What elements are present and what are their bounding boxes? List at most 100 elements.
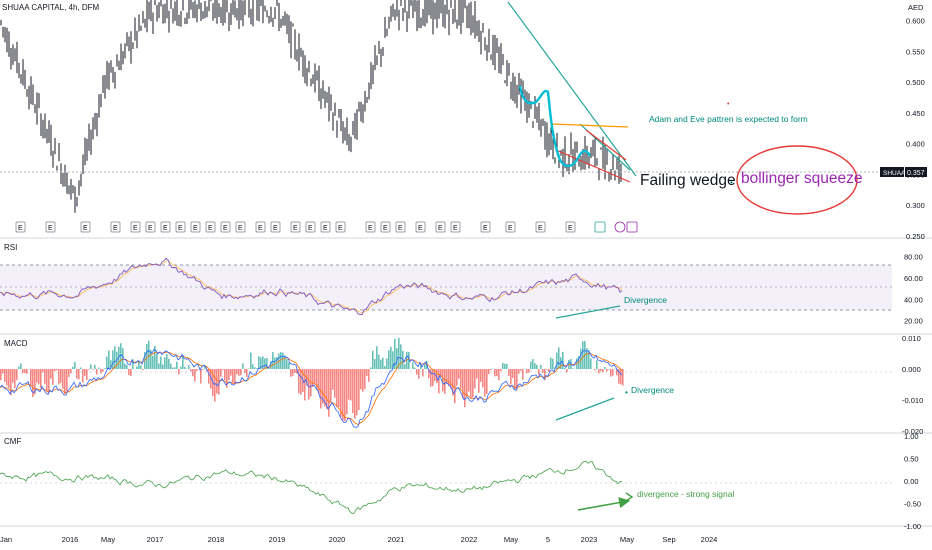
- macd-histogram-bar: [156, 353, 158, 369]
- earnings-marker[interactable]: [380, 221, 391, 233]
- symbol-title[interactable]: SHUAA CAPITAL, 4h, DFM: [2, 3, 100, 12]
- macd-histogram-bar: [500, 369, 502, 371]
- earnings-marker[interactable]: [305, 221, 316, 233]
- macd-histogram-bar: [612, 369, 614, 376]
- macd-histogram-bar: [390, 346, 392, 369]
- earnings-marker[interactable]: [480, 221, 491, 233]
- earnings-marker[interactable]: [505, 221, 516, 233]
- earnings-marker[interactable]: [535, 221, 546, 233]
- wedge-inner-support[interactable]: [585, 129, 627, 161]
- macd-pane[interactable]: • Divergence 0.010 0.000 -0.010 -0.020: [0, 334, 923, 436]
- rsi-divergence-line[interactable]: [555, 305, 621, 319]
- macd-histogram-bar: [590, 358, 592, 369]
- macd-histogram-bar: [448, 369, 450, 387]
- cmf-tick-label: 0.50: [904, 455, 919, 464]
- macd-histogram-bar: [404, 364, 406, 369]
- macd-axis[interactable]: 0.010 0.000 -0.010 -0.020: [902, 334, 923, 436]
- earnings-marker[interactable]: [395, 221, 406, 233]
- adam-eve-annotation[interactable]: Adam and Eve pattren is expected to form: [649, 114, 808, 124]
- macd-divergence-line[interactable]: [555, 397, 615, 421]
- last-price-tag: 0.357: [907, 170, 925, 177]
- earnings-marker[interactable]: [220, 221, 231, 233]
- earnings-marker[interactable]: [415, 221, 426, 233]
- earnings-marker[interactable]: [290, 221, 301, 233]
- earnings-marker[interactable]: [320, 221, 331, 233]
- earnings-marker[interactable]: [15, 221, 26, 233]
- rsi-pane[interactable]: Divergence 80.00 60.00 40.00 20.00: [0, 253, 923, 326]
- price-pane[interactable]: Adam and Eve pattren is expected to form…: [0, 0, 927, 241]
- earnings-marker[interactable]: [235, 221, 246, 233]
- adam-eve-curve[interactable]: [518, 85, 592, 168]
- cmf-pane[interactable]: divergence - strong signal 1.00 0.50 0.00 -…: [0, 432, 921, 531]
- price-tick-label: 0.250: [906, 232, 925, 241]
- earnings-marker[interactable]: [205, 221, 216, 233]
- earnings-marker[interactable]: [145, 221, 156, 233]
- earnings-marker[interactable]: [435, 221, 446, 233]
- macd-histogram-bar: [290, 369, 292, 377]
- earnings-marker[interactable]: [450, 221, 461, 233]
- earnings-marker[interactable]: [565, 221, 576, 233]
- macd-histogram-bar: [474, 369, 476, 389]
- earnings-marker[interactable]: [45, 221, 56, 233]
- dividend-marker[interactable]: [594, 221, 606, 233]
- earnings-marker[interactable]: [175, 221, 186, 233]
- macd-histogram-bar: [172, 367, 174, 369]
- rsi-pane-label[interactable]: RSI: [4, 243, 18, 252]
- macd-histogram-bar: [414, 367, 416, 369]
- macd-tick-label: -0.010: [902, 396, 923, 405]
- macd-histogram-bar: [346, 369, 348, 415]
- earnings-marker[interactable]: [190, 221, 201, 233]
- wedge-upper-trendline[interactable]: [507, 1, 637, 177]
- macd-histogram-bar: [610, 369, 612, 377]
- earnings-marker-label: E: [338, 225, 343, 232]
- earnings-marker[interactable]: [110, 221, 121, 233]
- macd-histogram-bar: [378, 354, 380, 369]
- time-axis[interactable]: Jan 2016 May 2017 2018 2019 2020 2021 2022 May 5 20…: [0, 535, 717, 544]
- macd-histogram-bar: [432, 369, 434, 387]
- macd-histogram-bar: [546, 369, 548, 370]
- macd-histogram-bar: [588, 350, 590, 369]
- macd-histogram-bar: [142, 369, 144, 371]
- macd-divergence-annotation[interactable]: Divergence: [631, 385, 674, 395]
- bollinger-annotation[interactable]: bollinger squeeze: [741, 170, 863, 187]
- macd-histogram-bar: [334, 369, 336, 398]
- earnings-marker[interactable]: [160, 221, 171, 233]
- rsi-axis[interactable]: 80.00 60.00 40.00 20.00: [904, 253, 923, 326]
- macd-histogram-bar: [24, 369, 26, 374]
- cmf-axis[interactable]: 1.00 0.50 0.00 -0.50 -1.00: [904, 432, 921, 531]
- cmf-divergence-arrow[interactable]: [577, 497, 631, 511]
- macd-histogram-bar: [36, 369, 38, 383]
- macd-histogram-bar: [464, 369, 466, 408]
- macd-histogram-bar: [604, 367, 606, 369]
- macd-histogram-bar: [74, 361, 76, 369]
- macd-histogram-bar: [272, 352, 274, 369]
- cmf-pane-label[interactable]: CMF: [4, 437, 22, 446]
- macd-histogram-bar: [238, 369, 240, 376]
- wedge-lower-trendline[interactable]: [555, 149, 631, 183]
- earnings-marker[interactable]: [365, 221, 376, 233]
- macd-histogram-bar: [54, 369, 56, 372]
- price-tick-label: 0.400: [906, 140, 925, 149]
- earnings-marker-upcoming[interactable]: [626, 221, 638, 233]
- time-tick-label: May: [620, 535, 634, 544]
- split-marker-icon[interactable]: [614, 221, 626, 233]
- macd-histogram-bar: [482, 369, 484, 388]
- rsi-divergence-annotation[interactable]: Divergence: [624, 295, 667, 305]
- macd-histogram-bar: [6, 369, 8, 386]
- macd-histogram-bar: [62, 369, 64, 389]
- earnings-marker[interactable]: [255, 221, 266, 233]
- macd-histogram-bar: [34, 369, 36, 395]
- earnings-marker[interactable]: [335, 221, 346, 233]
- bollinger-circle[interactable]: [736, 145, 858, 215]
- falling-wedge-annotation[interactable]: Failing wedge: [640, 172, 736, 189]
- adam-eve-neckline[interactable]: [551, 123, 629, 128]
- earnings-marker[interactable]: [130, 221, 141, 233]
- macd-pane-label[interactable]: MACD: [4, 339, 28, 348]
- earnings-marker[interactable]: [80, 221, 91, 233]
- cmf-divergence-annotation[interactable]: divergence - strong signal: [637, 489, 734, 499]
- macd-histogram-bar: [26, 369, 28, 374]
- earnings-marker[interactable]: [270, 221, 281, 233]
- macd-histogram-bar: [208, 369, 210, 384]
- macd-histogram-bar: [488, 369, 490, 375]
